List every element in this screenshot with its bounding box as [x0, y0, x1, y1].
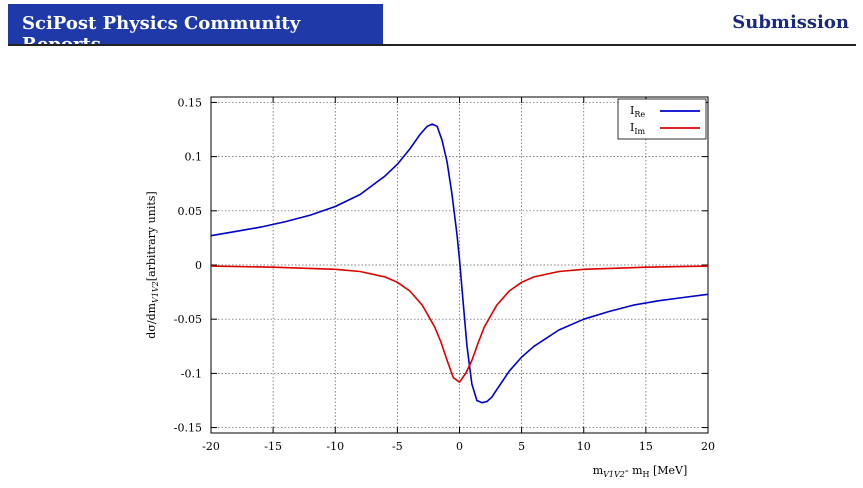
- header-rule: [8, 44, 856, 46]
- page-header: SciPost Physics Community Reports Submis…: [0, 0, 863, 55]
- ticks: -20 -15 -10 -5 0 5 10 15 20 0.15 0.1 0.05 0 -0.05 -0.1…: [174, 96, 715, 453]
- y-tick-label: -0.1: [181, 367, 202, 380]
- section-label: Submission: [732, 12, 849, 33]
- y-tick-label: -0.15: [174, 422, 202, 435]
- x-tick-label: -10: [326, 440, 344, 453]
- legend: IRe IIm: [617, 98, 707, 140]
- y-tick-label: -0.05: [174, 313, 202, 326]
- x-tick-label: 5: [518, 440, 525, 453]
- journal-badge: SciPost Physics Community Reports: [8, 4, 383, 55]
- x-tick-label: 20: [701, 440, 715, 453]
- x-tick-label: 10: [577, 440, 591, 453]
- journal-title: SciPost Physics Community Reports: [22, 13, 301, 55]
- legend-label: IIm: [630, 121, 646, 136]
- y-tick-label: 0.1: [185, 151, 203, 164]
- x-tick-label: 0: [456, 440, 463, 453]
- y-tick-label: 0.15: [178, 96, 203, 109]
- y-tick-label: 0: [195, 259, 202, 272]
- series-line-im: [210, 265, 709, 383]
- series-group: [210, 123, 709, 404]
- series-line-re: [210, 123, 709, 404]
- legend-label: IRe: [630, 104, 645, 119]
- x-tick-label: -15: [264, 440, 282, 453]
- legend-box: [617, 98, 707, 140]
- x-tick-label: 15: [639, 440, 653, 453]
- x-tick-label: -20: [202, 440, 220, 453]
- y-axis-label: dσ/dmV1V2[arbitrary units]: [145, 191, 160, 338]
- x-tick-label: -5: [392, 440, 403, 453]
- y-tick-label: 0.05: [178, 205, 203, 218]
- x-axis-label: mV1V2- mH [MeV]: [593, 464, 688, 479]
